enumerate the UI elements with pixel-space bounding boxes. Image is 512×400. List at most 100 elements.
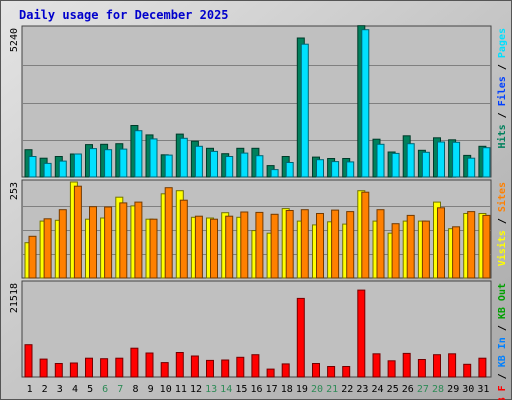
- day-label-17: 17: [266, 384, 278, 395]
- day-label-24: 24: [371, 384, 383, 395]
- bar-hits-files-day-19: [300, 43, 309, 178]
- bar-visits-sites-day-5: [89, 206, 97, 279]
- bar-kbf-kb-f-day-21: [327, 366, 336, 378]
- day-label-30: 30: [462, 384, 474, 395]
- legend-separator: /: [497, 106, 508, 124]
- bar-hits-files-day-26: [406, 143, 415, 178]
- day-label-15: 15: [235, 384, 247, 395]
- day-label-12: 12: [190, 384, 202, 395]
- panel-kbf: 21518 KB F / KB In / KB Out: [9, 280, 508, 400]
- bar-kbf-kb-f-day-6: [100, 358, 109, 378]
- day-label-8: 8: [132, 384, 138, 395]
- bar-kbf-kb-f-day-23: [357, 289, 366, 378]
- bar-kbf-kb-f-day-8: [130, 347, 139, 378]
- bar-kbf-kb-f-day-15: [236, 356, 245, 378]
- day-label-28: 28: [432, 384, 444, 395]
- bar-hits-files-day-22: [346, 161, 355, 178]
- bar-visits-sites-day-15: [240, 211, 249, 279]
- day-label-10: 10: [160, 384, 172, 395]
- bar-kbf-kb-f-day-26: [402, 352, 411, 378]
- legend-separator: /: [497, 58, 508, 76]
- bar-visits-sites-day-14: [225, 215, 234, 279]
- bar-kbf-kb-f-day-3: [54, 363, 63, 378]
- bar-kbf-kb-f-day-31: [478, 357, 487, 378]
- day-label-26: 26: [402, 384, 414, 395]
- panel-visits-y-max-label: 253: [9, 182, 20, 200]
- day-label-13: 13: [205, 384, 217, 395]
- bar-hits-files-day-9: [149, 138, 158, 178]
- bar-hits-files-day-18: [285, 162, 294, 178]
- bar-kbf-kb-f-day-19: [296, 297, 305, 378]
- x-axis-day-labels: 1 2 3 4 5 6 7 8 9 10 11 12 13 14 15 16 17 18 19 20 21 22 23 24 2…: [27, 384, 490, 395]
- day-label-4: 4: [72, 384, 78, 395]
- bar-hits-files-day-27: [421, 151, 430, 178]
- legend-item-sites: Sites: [496, 182, 508, 212]
- day-label-9: 9: [148, 384, 154, 395]
- day-label-16: 16: [250, 384, 262, 395]
- bar-kbf-kb-f-day-7: [115, 357, 124, 378]
- bar-hits-files-day-24: [376, 143, 385, 178]
- legend-item-kb-f: KB F: [497, 385, 508, 400]
- day-label-25: 25: [387, 384, 399, 395]
- bar-hits-files-day-23: [361, 29, 370, 178]
- bar-kbf-kb-f-day-22: [342, 366, 351, 378]
- bar-kbf-kb-f-day-30: [463, 363, 472, 378]
- bar-visits-sites-day-11: [179, 199, 188, 279]
- day-label-6: 6: [102, 384, 108, 395]
- bar-visits-sites-day-1: [28, 235, 37, 279]
- bar-hits-files-day-15: [240, 152, 249, 178]
- bar-kbf-kb-f-day-4: [69, 362, 78, 378]
- bar-hits-files-day-8: [134, 130, 143, 178]
- legend-item-hits: Hits: [496, 124, 508, 148]
- bar-kbf-kb-f-day-10: [160, 362, 169, 378]
- legend-item-files: Files: [496, 76, 508, 106]
- bar-visits-sites-day-23: [361, 191, 370, 279]
- bar-kbf-kb-f-day-5: [85, 357, 93, 378]
- bar-hits-files-day-1: [28, 156, 37, 178]
- day-label-31: 31: [477, 384, 489, 395]
- bar-visits-sites-day-3: [58, 209, 67, 279]
- bar-hits-files-day-10: [164, 154, 173, 178]
- bar-kbf-kb-f-day-17: [266, 368, 275, 378]
- day-label-3: 3: [57, 384, 63, 395]
- legend-item-kb-out: KB Out: [497, 283, 508, 319]
- bar-kbf-kb-f-day-18: [281, 363, 290, 378]
- panel-visits: 253 Visits / Sites: [9, 179, 508, 279]
- bar-visits-sites-day-13: [210, 218, 218, 279]
- bar-hits-files-day-6: [104, 149, 113, 178]
- bar-hits-files-day-12: [194, 145, 203, 178]
- bar-hits-files-day-28: [437, 141, 445, 178]
- legend-separator: /: [497, 319, 508, 337]
- legend-item-pages: Pages: [497, 28, 508, 58]
- bar-hits-files-day-14: [225, 156, 234, 178]
- bar-kbf-kb-f-day-1: [24, 344, 33, 378]
- day-label-20: 20: [311, 384, 323, 395]
- bar-kbf-kb-f-day-2: [39, 358, 48, 378]
- bar-hits-files-day-4: [73, 153, 82, 178]
- day-label-5: 5: [87, 384, 93, 395]
- bar-visits-sites-day-18: [285, 210, 294, 279]
- day-label-27: 27: [417, 384, 429, 395]
- bar-kbf-kb-f-day-20: [312, 363, 320, 378]
- day-label-7: 7: [117, 384, 123, 395]
- bar-kbf-kb-f-day-25: [387, 360, 396, 378]
- panel-kbf-legend: KB F / KB In / KB Out: [497, 283, 508, 400]
- day-label-22: 22: [341, 384, 353, 395]
- bar-kbf-kb-f-day-29: [448, 353, 457, 378]
- bar-kbf-kb-f-day-28: [433, 354, 441, 378]
- bar-visits-sites-day-8: [134, 201, 143, 279]
- bar-hits-files-day-11: [179, 137, 188, 178]
- bar-hits-files-day-3: [58, 160, 67, 178]
- panel-kbf-y-max-label: 21518: [9, 283, 20, 313]
- day-label-21: 21: [326, 384, 338, 395]
- bar-kbf-kb-f-day-11: [175, 352, 184, 378]
- bar-kbf-kb-f-day-14: [221, 359, 230, 378]
- bar-visits-sites-day-12: [194, 215, 203, 279]
- bar-visits-sites-day-24: [376, 209, 385, 279]
- legend-separator: /: [497, 367, 508, 385]
- bar-hits-files-day-5: [89, 148, 97, 178]
- bar-visits-sites-day-22: [346, 211, 355, 279]
- bar-hits-files-day-30: [467, 157, 476, 178]
- bar-visits-sites-day-10: [164, 187, 173, 279]
